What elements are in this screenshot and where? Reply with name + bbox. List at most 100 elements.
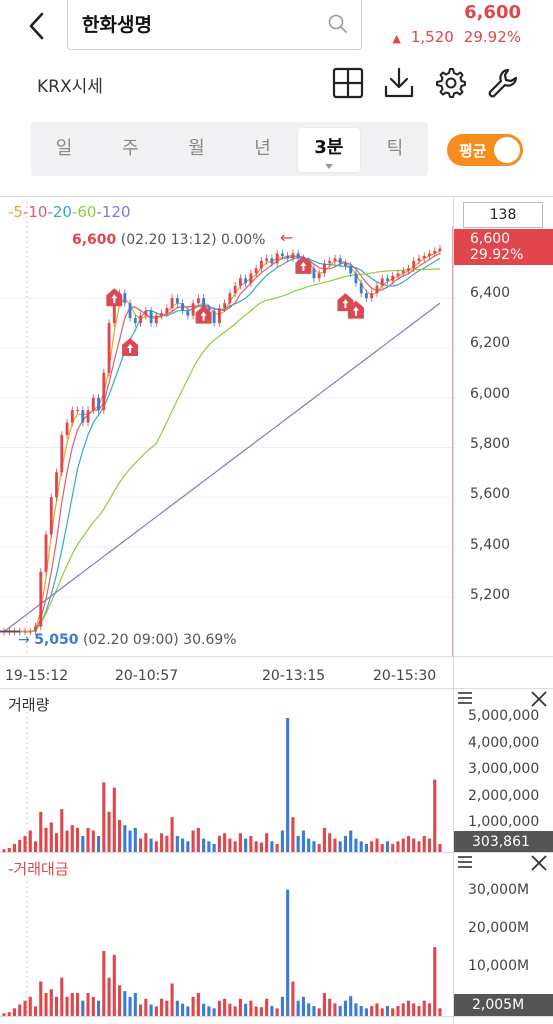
ma-legend-item: -60: [71, 203, 97, 221]
amount-y-tick: 10,000M: [468, 958, 530, 974]
volume-bar: [412, 1003, 416, 1016]
candle-body: [60, 435, 64, 473]
tools-button[interactable]: [486, 66, 520, 100]
volume-bar: [202, 1003, 206, 1016]
volume-bar: [170, 817, 174, 852]
buy-signal-icon[interactable]: [195, 305, 212, 324]
price-y-tick: 5,800: [470, 435, 511, 452]
volume-bar: [7, 847, 11, 852]
volume-bar: [154, 1006, 158, 1016]
candle-body: [65, 422, 69, 435]
candle-body: [49, 497, 53, 535]
stock-search-field[interactable]: 한화생명: [67, 0, 362, 50]
close-icon[interactable]: [528, 852, 550, 874]
tab-1[interactable]: 주: [121, 138, 139, 159]
candle-body: [254, 268, 258, 274]
volume-bar: [296, 1000, 300, 1016]
download-icon: [384, 67, 414, 98]
low-price-label: → 5,050 (02.20 09:00) 30.69%: [18, 632, 237, 648]
ma-legend-item: -5: [8, 203, 23, 221]
volume-bar: [12, 1008, 17, 1016]
back-button[interactable]: [22, 8, 54, 44]
price-chart[interactable]: [0, 196, 453, 656]
candle-body: [181, 303, 185, 311]
volume-bar: [312, 1006, 316, 1016]
candle-body: [375, 285, 379, 294]
volume-bar: [175, 835, 179, 852]
volume-bar: [254, 841, 258, 852]
ma-legend: -5-10-20-60-120: [8, 203, 131, 221]
volume-bar: [338, 1006, 342, 1016]
tab-2[interactable]: 월: [188, 138, 205, 159]
volume-bar: [375, 1003, 379, 1016]
candle-body: [154, 315, 158, 324]
tab-0[interactable]: 일: [55, 138, 73, 159]
volume-bar: [291, 817, 295, 852]
volume-bar: [338, 841, 342, 852]
volume-bar: [112, 954, 116, 1016]
buy-signal-icon[interactable]: [106, 288, 123, 307]
volume-bar: [196, 993, 200, 1016]
candle-body: [76, 410, 79, 412]
ma-line: [4, 250, 441, 633]
volume-bar: [343, 1000, 348, 1016]
volume-bar: [322, 827, 326, 852]
volume-bar: [349, 996, 353, 1016]
ma-line: [4, 252, 441, 633]
volume-bar: [370, 1006, 374, 1016]
volume-bar: [343, 835, 348, 852]
interval-box[interactable]: 138: [463, 202, 543, 228]
tab-3[interactable]: 년: [254, 138, 271, 159]
settings-button[interactable]: [434, 66, 468, 100]
buy-signal-icon[interactable]: [122, 337, 139, 356]
candle-body: [438, 248, 442, 251]
candle-body: [407, 268, 410, 271]
candle-body: [412, 260, 416, 269]
volume-y-tick: 5,000,000: [468, 708, 540, 724]
candle-body: [133, 318, 137, 324]
volume-chart[interactable]: [0, 712, 453, 852]
candle-body: [238, 278, 242, 286]
grid-plus-button[interactable]: [331, 66, 365, 100]
volume-bar: [328, 833, 332, 852]
volume-bar: [102, 782, 106, 852]
menu-icon[interactable]: [455, 852, 477, 874]
candle-body: [344, 263, 347, 266]
candle-body: [244, 278, 248, 284]
amount-chart[interactable]: [0, 876, 453, 1016]
download-button[interactable]: [382, 66, 416, 100]
volume-bar: [217, 1000, 221, 1016]
volume-bar: [28, 996, 32, 1016]
volume-bar: [128, 830, 132, 852]
volume-bar: [112, 787, 116, 852]
volume-bar: [244, 1003, 248, 1016]
volume-bar: [422, 1000, 426, 1016]
candle-body: [217, 308, 221, 324]
volume-bar: [438, 843, 442, 852]
average-toggle[interactable]: 평균: [447, 134, 523, 166]
candle-body: [296, 253, 300, 259]
menu-icon[interactable]: [455, 688, 477, 710]
volume-bar: [364, 1008, 369, 1016]
tab-5[interactable]: 틱: [386, 138, 404, 159]
amount-y-tick: 20,000M: [468, 920, 530, 936]
volume-bar: [233, 841, 237, 852]
volume-bar: [307, 1003, 311, 1016]
volume-bar: [107, 811, 111, 852]
volume-bar: [207, 841, 211, 852]
candle-body: [275, 253, 279, 264]
close-icon[interactable]: [528, 688, 550, 710]
buy-signal-icon[interactable]: [295, 255, 312, 274]
buy-signal-icon[interactable]: [347, 300, 364, 319]
candle-body: [270, 258, 274, 264]
volume-bar: [238, 833, 242, 852]
volume-bar: [254, 1006, 258, 1016]
tab-4[interactable]: 3분: [297, 128, 360, 172]
candle-body: [391, 275, 395, 281]
volume-bar: [385, 1006, 390, 1016]
search-icon[interactable]: [327, 13, 349, 35]
candle-body: [422, 255, 426, 259]
volume-bar: [370, 841, 374, 852]
right-arrow-icon: →: [18, 632, 30, 648]
price-y-tick: 6,000: [470, 385, 511, 402]
